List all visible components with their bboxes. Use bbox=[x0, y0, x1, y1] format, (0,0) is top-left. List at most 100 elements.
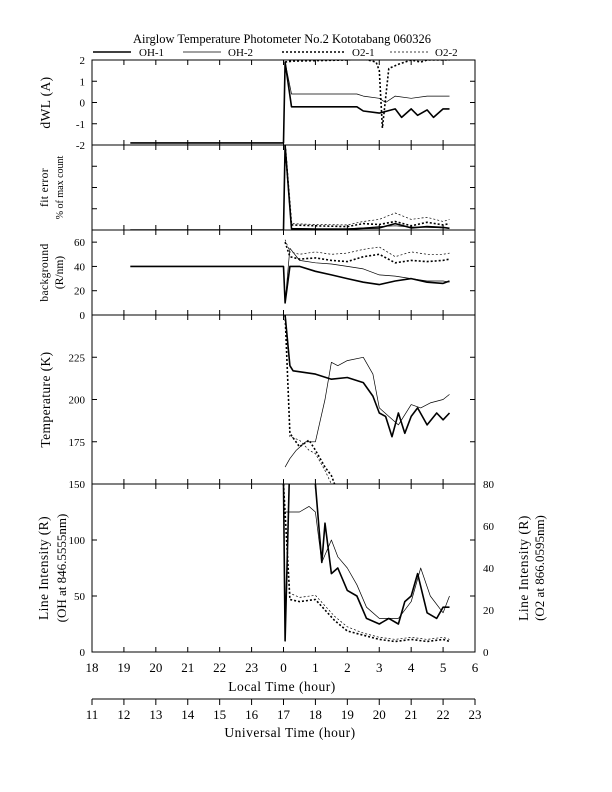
series-line-o2-1-dwl bbox=[285, 60, 450, 129]
local-time-tick-label: 18 bbox=[86, 660, 99, 675]
universal-time-tick-label: 21 bbox=[405, 707, 418, 722]
y-tick-label: 2 bbox=[80, 55, 86, 67]
y-tick-label: 0 bbox=[80, 310, 86, 322]
universal-time-tick-label: 11 bbox=[86, 707, 99, 722]
universal-time-tick-label: 20 bbox=[373, 707, 386, 722]
local-time-ticks: 18 19 20 21 22 23 0 1 2 3 4 5 6 bbox=[86, 660, 479, 675]
local-time-tick-label: 21 bbox=[181, 660, 194, 675]
chart-panels: 2 1 0 -1 -2 dWL (A) fit error % of max count 60 4… bbox=[36, 55, 547, 659]
series-line-oh-2-background bbox=[284, 247, 450, 303]
series-line-o2-2-line-intensity bbox=[283, 484, 450, 640]
panel-fit-error: fit error % of max count bbox=[39, 144, 476, 231]
legend-label-o2-2: O2-2 bbox=[435, 47, 458, 59]
series-group bbox=[130, 145, 450, 230]
y-tick-label: 1 bbox=[80, 76, 86, 88]
series-line-o2-1-temperature bbox=[284, 315, 336, 484]
series-line-o2-1-line-intensity bbox=[282, 484, 450, 643]
local-time-tick-label: 4 bbox=[408, 660, 415, 675]
series-line-o2-2-background bbox=[284, 239, 450, 258]
series-group bbox=[282, 484, 450, 643]
series-line-o2-1-fit-error bbox=[284, 145, 450, 228]
local-time-tick-label: 22 bbox=[213, 660, 226, 675]
y-tick-label: 60 bbox=[74, 237, 86, 249]
y-axis-label-2: (OH at 846.5555nm) bbox=[54, 514, 69, 623]
universal-time-tick-label: 15 bbox=[213, 707, 226, 722]
universal-time-tick-label: 23 bbox=[469, 707, 482, 722]
local-time-tick-label: 20 bbox=[149, 660, 162, 675]
y-tick-label: 0 bbox=[80, 98, 86, 110]
panel-dwl: 2 1 0 -1 -2 dWL (A) bbox=[38, 55, 476, 152]
y-axis-label: fit error bbox=[39, 168, 51, 207]
y-tick-label: 200 bbox=[69, 395, 86, 407]
y-axis-label-right: Line Intensity (R) bbox=[516, 515, 531, 621]
local-time-axis-label: Local Time (hour) bbox=[228, 679, 336, 694]
universal-time-tick-label: 12 bbox=[117, 707, 130, 722]
local-time-tick-label: 19 bbox=[117, 660, 130, 675]
y-axis-label-2: (R/nm) bbox=[54, 256, 66, 289]
y-right-tick-label: 40 bbox=[483, 563, 495, 575]
y-tick-label: -1 bbox=[76, 119, 85, 131]
universal-time-axis-label: Universal Time (hour) bbox=[224, 725, 355, 740]
y-axis-label: Line Intensity (R) bbox=[36, 516, 51, 620]
y-axis-label: background bbox=[39, 243, 51, 301]
series-line-oh-2-line-intensity bbox=[285, 506, 450, 619]
panel-frame bbox=[91, 314, 476, 485]
local-time-tick-label: 6 bbox=[472, 660, 479, 675]
series-group bbox=[130, 60, 450, 144]
universal-time-tick-label: 14 bbox=[181, 707, 195, 722]
legend-label-oh-2: OH-2 bbox=[228, 47, 253, 59]
series-line-oh-2-dwl bbox=[284, 62, 450, 103]
y-tick-label: 0 bbox=[80, 647, 86, 659]
series-line-oh-2-fit-error bbox=[284, 145, 450, 230]
universal-time-axis: 11 12 13 14 15 16 17 18 19 20 21 22 23 Universal Tim… bbox=[86, 698, 482, 740]
series-line-o2-1-background bbox=[284, 241, 450, 264]
universal-time-tick-label: 22 bbox=[437, 707, 450, 722]
universal-time-tick-label: 19 bbox=[341, 707, 354, 722]
universal-time-tick-label: 16 bbox=[245, 707, 259, 722]
series-line-oh-1-temperature bbox=[284, 315, 451, 438]
local-time-tick-label: 2 bbox=[344, 660, 351, 675]
series-line-oh-1-dwl bbox=[130, 61, 450, 144]
y-axis-label-right-2: (O2 at 866.0595nm) bbox=[532, 515, 547, 621]
series-line-o2-2-fit-error bbox=[284, 145, 450, 226]
legend-label-oh-1: OH-1 bbox=[139, 47, 164, 59]
series-line-oh-1-background bbox=[130, 265, 450, 304]
y-right-tick-label: 20 bbox=[483, 605, 495, 617]
y-tick-label: 50 bbox=[74, 591, 86, 603]
local-time-tick-label: 5 bbox=[440, 660, 447, 675]
y-tick-label: 100 bbox=[69, 535, 86, 547]
universal-time-tick-label: 17 bbox=[277, 707, 291, 722]
y-tick-label: 175 bbox=[69, 437, 86, 449]
y-tick-label: -2 bbox=[76, 140, 85, 152]
legend-label-o2-1: O2-1 bbox=[352, 47, 375, 59]
y-right-tick-label: 0 bbox=[483, 647, 489, 659]
legend: OH-1 OH-2 O2-1 O2-2 bbox=[93, 47, 458, 59]
series-line-oh-2-temperature bbox=[284, 356, 450, 468]
universal-time-tick-label: 18 bbox=[309, 707, 322, 722]
y-axis-label: Temperature (K) bbox=[38, 351, 53, 447]
series-group bbox=[284, 315, 451, 484]
local-time-tick-label: 0 bbox=[280, 660, 287, 675]
local-time-tick-label: 3 bbox=[376, 660, 383, 675]
series-line-oh-1-fit-error bbox=[130, 145, 450, 230]
y-axis-label-2: % of max count bbox=[55, 155, 66, 219]
series-line-oh-1-line-intensity bbox=[282, 484, 450, 642]
panel-temperature: 225 200 175 Temperature (K) bbox=[38, 314, 476, 485]
y-tick-label: 20 bbox=[74, 286, 86, 298]
y-right-tick-label: 80 bbox=[483, 479, 495, 491]
panel-background: 60 40 20 0 background (R/nm) bbox=[39, 229, 476, 322]
universal-time-tick-label: 13 bbox=[149, 707, 162, 722]
chart-title: Airglow Temperature Photometer No.2 Koto… bbox=[133, 32, 431, 46]
y-right-tick-label: 60 bbox=[483, 521, 495, 533]
y-axis-label: dWL (A) bbox=[38, 76, 53, 128]
local-time-axis: 18 19 20 21 22 23 0 1 2 3 4 5 6 Local Time (hour) bbox=[86, 660, 479, 694]
series-line-o2-2-temperature bbox=[284, 315, 332, 484]
y-tick-label: 150 bbox=[69, 479, 86, 491]
local-time-tick-label: 1 bbox=[312, 660, 319, 675]
series-group bbox=[130, 239, 450, 304]
local-time-tick-label: 23 bbox=[245, 660, 258, 675]
y-tick-label: 40 bbox=[74, 261, 86, 273]
universal-time-ticks: 11 12 13 14 15 16 17 18 19 20 21 22 23 bbox=[86, 699, 482, 722]
